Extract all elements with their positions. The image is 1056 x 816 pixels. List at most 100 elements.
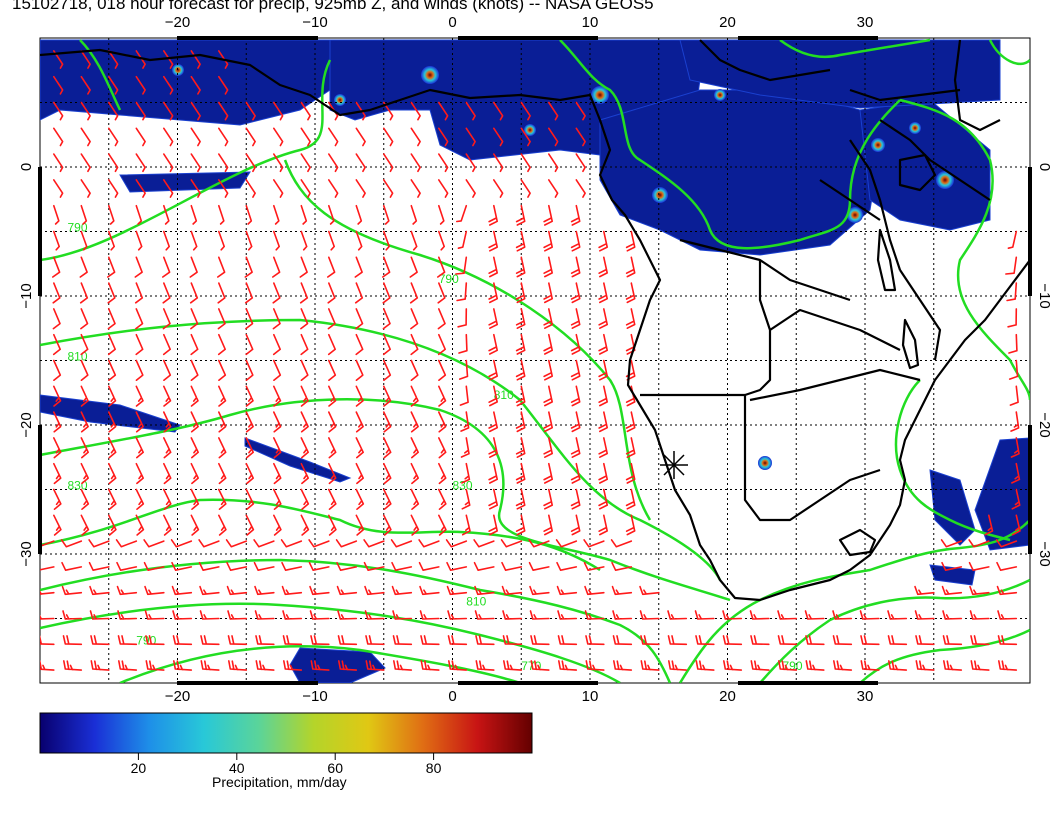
wind-barb bbox=[218, 437, 227, 459]
wind-barb bbox=[437, 308, 446, 330]
precip-maximum bbox=[936, 171, 954, 189]
wind-barb bbox=[355, 127, 366, 147]
wind-barb bbox=[488, 514, 498, 536]
wind-barb bbox=[723, 660, 743, 671]
wind-barb bbox=[61, 585, 83, 596]
wind-barb bbox=[543, 411, 553, 433]
wind-barb bbox=[300, 333, 309, 356]
wind-barb bbox=[598, 462, 608, 484]
x-tick-label-top: 10 bbox=[582, 14, 599, 31]
wind-barb bbox=[107, 256, 116, 278]
wind-barb bbox=[190, 127, 201, 147]
wind-barb bbox=[529, 610, 550, 620]
wind-barb bbox=[625, 230, 636, 252]
wind-barb bbox=[62, 635, 83, 646]
wind-barb bbox=[300, 437, 309, 459]
wind-barb bbox=[438, 359, 447, 381]
wind-barb bbox=[190, 385, 199, 407]
wind-barb bbox=[80, 127, 91, 147]
wind-barb bbox=[144, 585, 165, 596]
wind-barb bbox=[390, 539, 413, 548]
wind-barb bbox=[190, 411, 199, 433]
wind-barb bbox=[355, 230, 363, 251]
precip-maximum bbox=[652, 187, 668, 203]
wind-barb bbox=[273, 204, 280, 225]
lake-tanganyika bbox=[876, 228, 897, 292]
wind-barb bbox=[245, 230, 253, 251]
precipitation-layer bbox=[40, 39, 1030, 683]
wind-barb bbox=[438, 488, 447, 510]
wind-barb bbox=[218, 75, 229, 95]
wind-barb bbox=[515, 488, 526, 510]
wind-barb bbox=[859, 610, 880, 620]
wind-barb bbox=[383, 153, 394, 173]
wind-barb bbox=[135, 75, 146, 95]
wind-barb bbox=[438, 437, 447, 459]
wind-barb bbox=[218, 127, 229, 147]
wind-barb bbox=[570, 462, 581, 484]
wind-barb bbox=[90, 635, 110, 646]
wind-barb bbox=[143, 539, 165, 548]
wind-barb bbox=[273, 462, 282, 485]
wind-barb bbox=[493, 101, 504, 121]
wind-barb bbox=[383, 359, 392, 381]
wind-barb bbox=[1007, 230, 1018, 249]
wind-barb bbox=[458, 333, 468, 354]
wind-barb bbox=[383, 437, 392, 459]
contour-line bbox=[40, 602, 621, 683]
wind-barb bbox=[996, 561, 1018, 571]
wind-barb bbox=[942, 610, 963, 620]
wind-barb bbox=[80, 75, 91, 95]
wind-barb bbox=[585, 635, 605, 646]
precip-region-north-strip bbox=[679, 39, 1001, 109]
wind-barb bbox=[108, 204, 115, 225]
wind-barb bbox=[556, 585, 578, 596]
wind-barb bbox=[455, 256, 468, 275]
wind-barb bbox=[300, 411, 309, 433]
colorbar-tick-label: 40 bbox=[229, 760, 245, 776]
wind-barb bbox=[80, 385, 89, 407]
precip-maximum bbox=[871, 138, 885, 152]
contour-label: 810 bbox=[466, 595, 486, 609]
precip-region-east-africa bbox=[859, 99, 991, 231]
wind-barb bbox=[135, 488, 145, 510]
wind-barb bbox=[383, 462, 392, 485]
wind-barb bbox=[583, 539, 605, 548]
wind-barb bbox=[328, 153, 339, 173]
wind-barb bbox=[383, 230, 390, 251]
wind-barb bbox=[355, 204, 363, 225]
contour-line bbox=[79, 39, 122, 111]
wind-barb bbox=[410, 462, 419, 485]
lake-victoria bbox=[898, 153, 937, 192]
wind-barb bbox=[245, 437, 254, 459]
wind-barb bbox=[355, 514, 365, 536]
wind-barb bbox=[515, 333, 526, 355]
wind-barb bbox=[970, 660, 990, 671]
wind-barb bbox=[750, 660, 770, 671]
wind-barb bbox=[273, 411, 282, 433]
wind-barb bbox=[273, 153, 284, 173]
wind-barb bbox=[382, 333, 391, 356]
contour-label: 790 bbox=[439, 272, 459, 286]
wind-barb bbox=[328, 230, 335, 251]
wind-barb bbox=[997, 635, 1018, 646]
precip-maximum bbox=[524, 124, 536, 136]
wind-barb bbox=[190, 308, 199, 330]
wind-barb bbox=[80, 230, 88, 251]
wind-barb bbox=[272, 308, 281, 330]
wind-barb bbox=[355, 153, 366, 173]
wind-barb bbox=[667, 635, 688, 646]
wind-barb bbox=[500, 539, 523, 548]
wind-barb bbox=[461, 462, 471, 484]
y-tick-label-right: 0 bbox=[1036, 163, 1053, 171]
wind-barb bbox=[640, 660, 660, 671]
wind-barb bbox=[79, 256, 88, 278]
wind-barb bbox=[887, 610, 908, 620]
wind-barbs bbox=[40, 50, 1021, 671]
wind-barb bbox=[272, 256, 281, 278]
wind-barb bbox=[473, 561, 495, 571]
wind-barb bbox=[163, 514, 172, 536]
wind-barb bbox=[418, 561, 440, 571]
wind-barb bbox=[625, 411, 636, 433]
wind-barb bbox=[1011, 514, 1021, 536]
